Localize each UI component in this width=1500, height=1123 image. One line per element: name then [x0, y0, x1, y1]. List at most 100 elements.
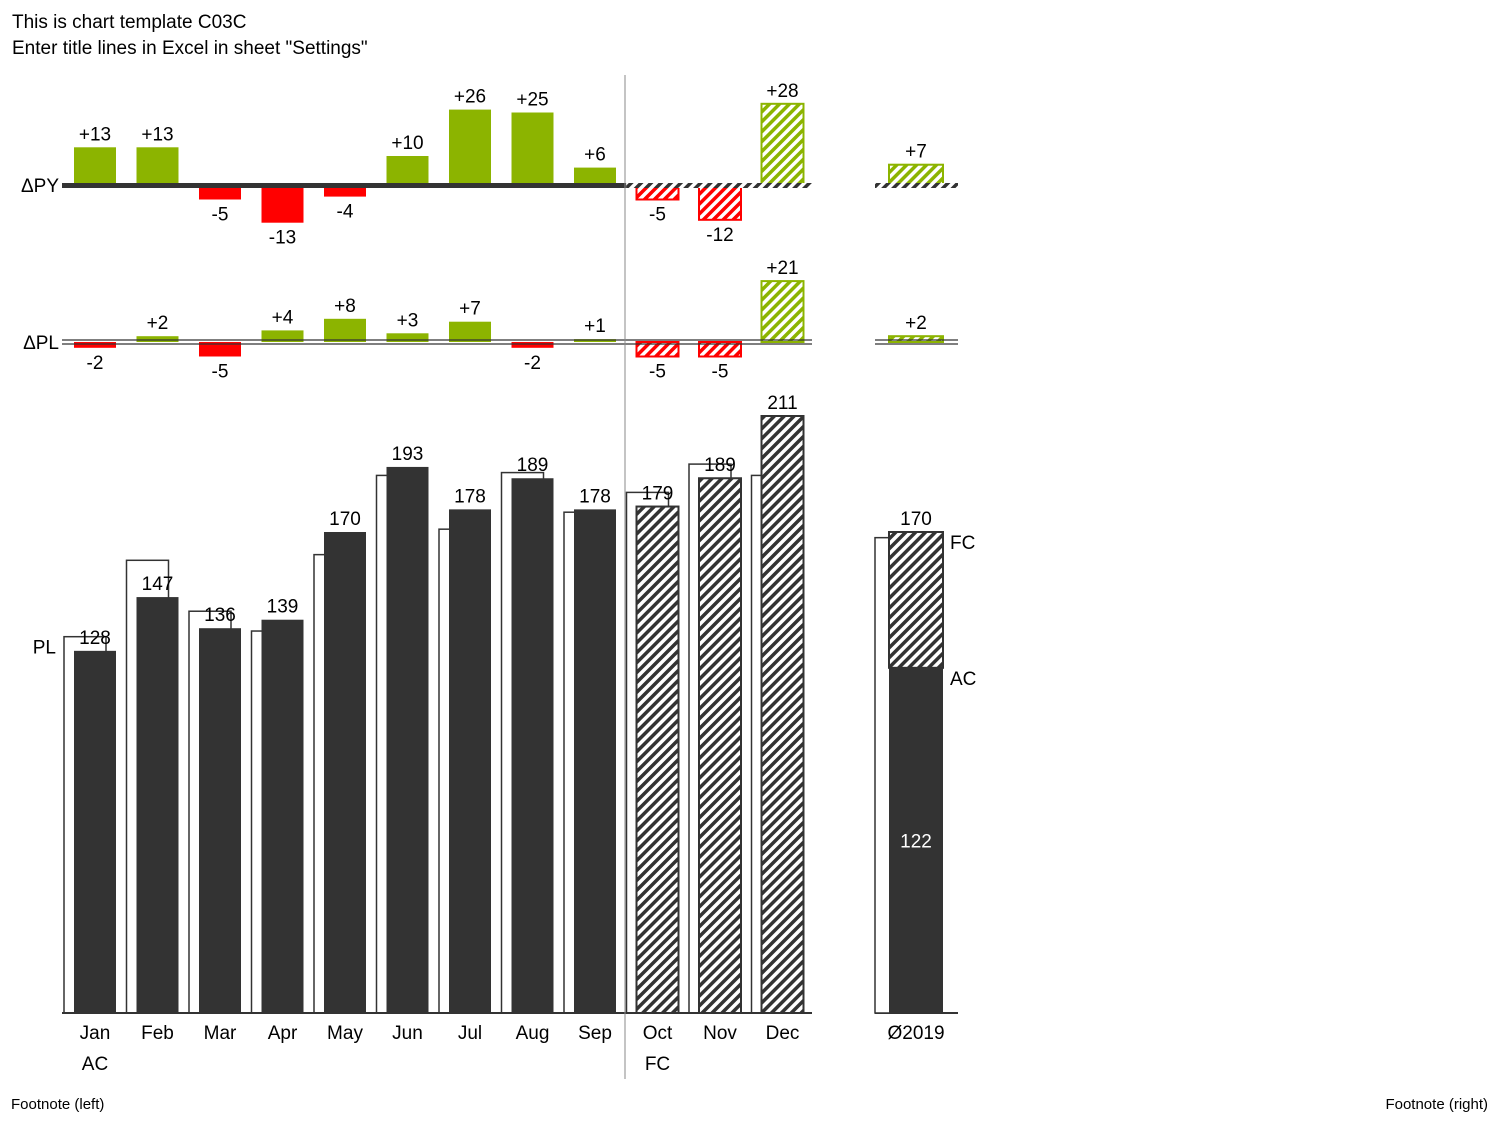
footnote-right: Footnote (right) [1385, 1096, 1488, 1113]
delta-bar [511, 112, 554, 185]
category-label: Mar [204, 1023, 237, 1044]
delta-bar [760, 102, 805, 186]
delta-py-axis-ac [62, 183, 627, 188]
ac-bar [136, 597, 179, 1013]
category-label: Nov [703, 1023, 737, 1044]
main-chart: 128 147 136 139 170 193 178 189 178 179 189 211 PL [33, 393, 805, 1014]
delta-bar [261, 185, 304, 223]
delta-bar [386, 156, 429, 185]
delta-bar [261, 330, 304, 342]
chart-title-line-1: This is chart template C03C [12, 12, 247, 33]
category-label: May [327, 1023, 363, 1044]
category-label: Jun [392, 1023, 423, 1044]
delta-bar [511, 342, 554, 348]
delta-label: +6 [584, 145, 606, 166]
category-label: Aug [516, 1023, 550, 1044]
ac-bar [574, 509, 616, 1013]
delta-label: +2 [147, 313, 169, 334]
delta-bar [760, 280, 805, 344]
total-delta-label: +7 [905, 142, 927, 163]
value-label: 139 [267, 597, 299, 618]
delta-label: -4 [337, 202, 354, 223]
fc-bar [760, 415, 805, 1014]
delta-bar [324, 318, 366, 342]
total-delta-label: +2 [905, 313, 927, 334]
delta-bar [698, 184, 742, 221]
category-label: Jan [80, 1023, 111, 1044]
delta-label: -5 [712, 362, 729, 383]
delta-bar [635, 341, 680, 358]
delta-label: +8 [334, 296, 356, 317]
ac-bar [386, 466, 429, 1013]
category-label: Jul [458, 1023, 482, 1044]
delta-bar [386, 333, 429, 342]
delta-py-axis-fc [626, 183, 812, 188]
scenario-label: FC [645, 1054, 670, 1075]
total-delta-bar [888, 335, 944, 344]
ac-bar [511, 478, 554, 1013]
category-label: Feb [141, 1023, 174, 1044]
delta-label: -12 [706, 225, 733, 246]
ac-bar [199, 628, 241, 1013]
category-axis: Jan Feb Mar Apr May Jun Jul Aug Sep Oct Nov Dec AC FC [62, 75, 958, 1079]
delta-label: +3 [397, 310, 419, 331]
value-label: 189 [704, 455, 736, 476]
delta-bar [74, 147, 116, 185]
value-label: 193 [392, 444, 424, 465]
value-label: 170 [329, 509, 361, 530]
chart-title-line-2: Enter title lines in Excel in sheet "Set… [12, 38, 368, 59]
delta-bar [698, 341, 742, 358]
category-label: Apr [268, 1023, 298, 1044]
total-delta-bar [888, 163, 944, 186]
delta-label: +13 [141, 124, 173, 145]
delta-bar [449, 109, 491, 185]
fc-bar [635, 505, 680, 1014]
row-label-delta-pl: ΔPL [23, 333, 59, 354]
total-ac-segment [889, 667, 943, 1013]
delta-label: -5 [649, 205, 666, 226]
value-label: 179 [642, 484, 674, 505]
delta-label: +10 [391, 133, 423, 154]
value-label: 136 [204, 605, 236, 626]
delta-label: +25 [516, 90, 548, 111]
total-category-label: Ø2019 [887, 1023, 944, 1044]
delta-label: +21 [766, 258, 798, 279]
delta-py-chart: +13 +13 -5 -13 -4 +10 +26 +25 +6 -5 -12 +28 +7 ΔPY [21, 81, 958, 249]
delta-label: +26 [454, 87, 486, 108]
total-fc-segment [888, 531, 944, 669]
value-label: 147 [142, 574, 174, 595]
delta-bar [199, 185, 241, 200]
scenario-label: AC [82, 1054, 108, 1075]
ac-bar [324, 532, 366, 1013]
delta-label: -5 [212, 362, 229, 383]
fc-bar [698, 477, 742, 1014]
delta-label: +28 [766, 81, 798, 102]
delta-label: -5 [212, 205, 229, 226]
ac-bar [449, 509, 491, 1013]
delta-label: -5 [649, 362, 666, 383]
total-value-label: 170 [900, 509, 932, 530]
value-label: 211 [767, 393, 797, 414]
ac-bar [74, 650, 116, 1013]
value-label: 189 [517, 455, 549, 476]
delta-bar [574, 167, 616, 185]
category-label: Dec [766, 1023, 800, 1044]
category-label: Sep [578, 1023, 612, 1044]
delta-label: -13 [269, 228, 296, 249]
value-label: 178 [579, 486, 611, 507]
total-fc-segment-label: FC [950, 533, 975, 554]
total-column: 170 122 FC AC Ø2019 [874, 509, 976, 1044]
row-label-pl: PL [33, 638, 56, 659]
delta-bar [324, 185, 366, 197]
delta-label: -2 [524, 353, 541, 374]
value-label: 128 [79, 628, 111, 649]
row-label-delta-py: ΔPY [21, 176, 59, 197]
delta-label: -2 [87, 353, 104, 374]
delta-bar [136, 147, 179, 185]
delta-pl-chart: -2 +2 -5 +4 +8 +3 +7 -2 +1 -5 -5 +21 +2 ΔPL [23, 258, 958, 383]
delta-label: +1 [584, 316, 606, 337]
delta-label: +13 [79, 124, 111, 145]
value-label: 178 [454, 486, 486, 507]
category-label: Oct [643, 1023, 673, 1044]
